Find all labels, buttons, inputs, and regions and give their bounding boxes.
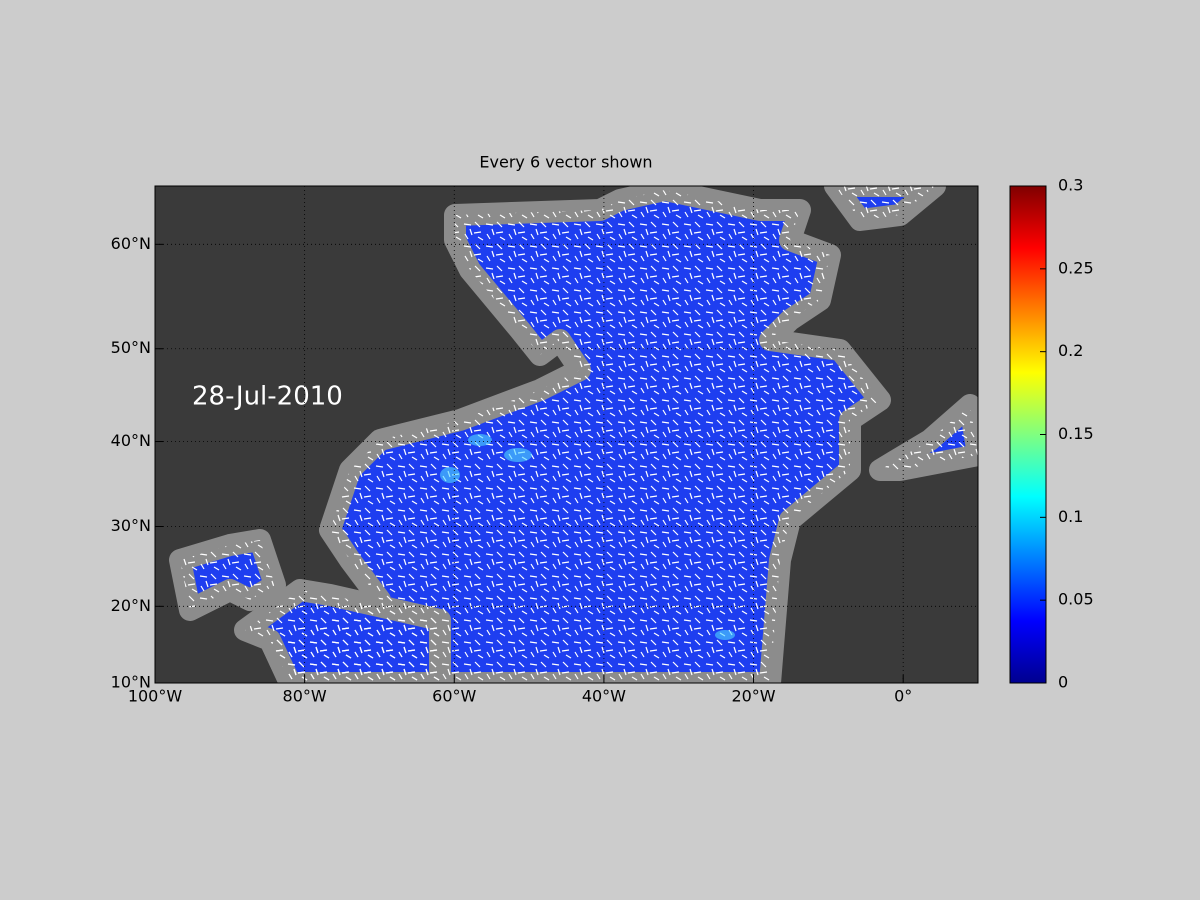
colorbar-tick-label: 0.25 [1058, 258, 1094, 277]
colorbar-tick-label: 0.15 [1058, 424, 1094, 443]
strong-currents [440, 434, 735, 640]
x-tick-label: 60°W [432, 687, 476, 706]
y-tick-label: 60°N [111, 234, 151, 253]
y-tick-label: 40°N [111, 431, 151, 450]
colorbar-tick-label: 0.1 [1058, 507, 1083, 526]
y-tick-label: 20°N [111, 596, 151, 615]
map-title: Every 6 vector shown [479, 153, 652, 172]
date-label: 28-Jul-2010 [192, 382, 343, 412]
map-area [155, 186, 978, 683]
colorbar-tick-label: 0 [1058, 673, 1068, 692]
x-tick-label: 20°W [731, 687, 775, 706]
x-tick-label: 40°W [582, 687, 626, 706]
colorbar-tick-label: 0.2 [1058, 341, 1083, 360]
colorbar-tick-label: 0.3 [1058, 176, 1083, 195]
x-tick-label: 0° [894, 687, 912, 706]
y-tick-label: 30°N [111, 516, 151, 535]
x-tick-label: 80°W [283, 687, 327, 706]
colorbar-tick-label: 0.05 [1058, 590, 1094, 609]
x-tick-label: 100°W [128, 687, 183, 706]
y-tick-label: 10°N [111, 673, 151, 692]
vectors [180, 186, 978, 683]
y-tick-label: 50°N [111, 338, 151, 357]
